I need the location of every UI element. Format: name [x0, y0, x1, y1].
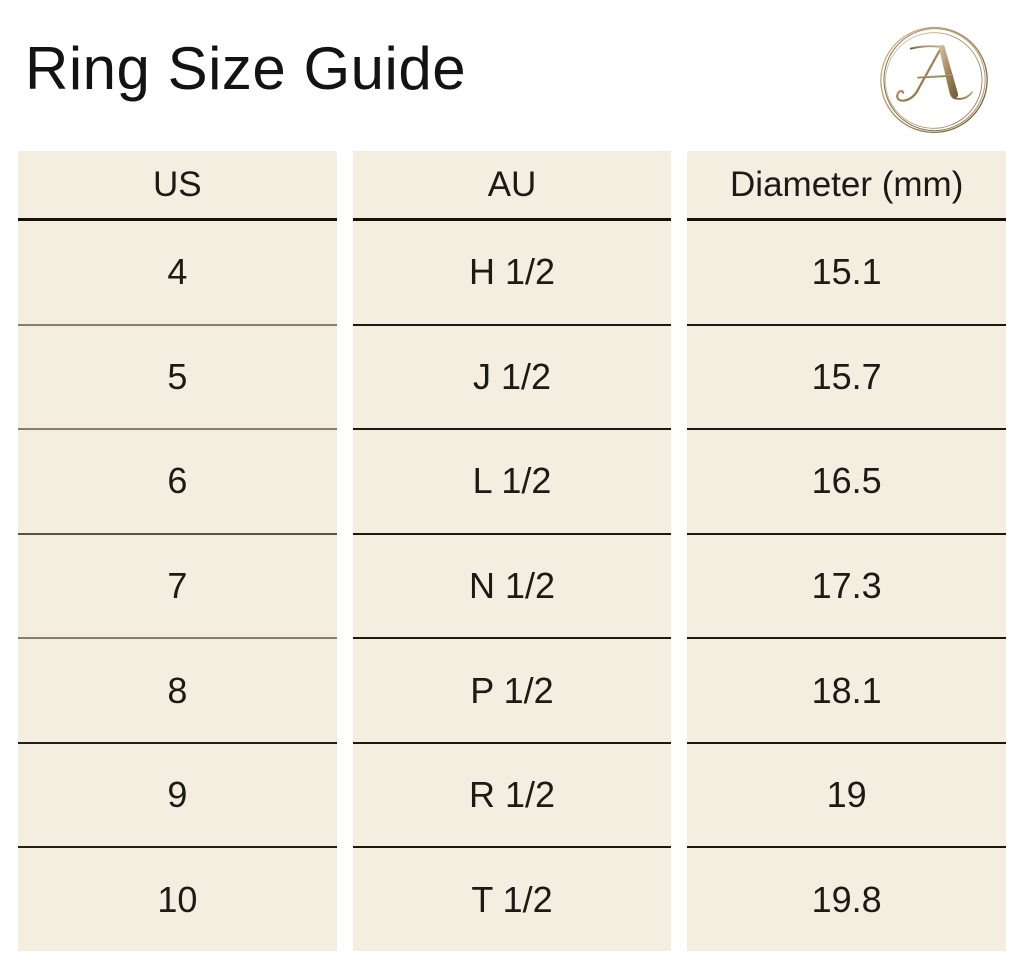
table-column-us: US 4 5 6 7 8 9 10	[18, 151, 337, 951]
table-cell: 4	[18, 221, 337, 326]
table-column-au: AU H 1/2 J 1/2 L 1/2 N 1/2 P 1/2 R 1/2 T 1/2	[352, 151, 672, 951]
table-cell: 8	[18, 639, 337, 744]
table-cell: T 1/2	[471, 878, 553, 920]
table-cell: 17.3	[687, 535, 1007, 640]
table-cell: 15.7	[687, 326, 1007, 431]
table-cell: 9	[18, 744, 337, 849]
column-body-us: 4 5 6 7 8 9 10	[18, 221, 337, 951]
column-body-diameter: 15.1 15.7 16.5 17.3 18.1 19 19.8	[687, 221, 1007, 951]
table-cell: N 1/2	[352, 535, 672, 640]
table-cell: 6	[18, 430, 337, 535]
table-cell: J 1/2	[352, 326, 672, 431]
table-column-diameter: Diameter (mm) 15.1 15.7 16.5 17.3 18.1 19 19.8	[687, 151, 1007, 951]
logo-monogram-a	[896, 45, 974, 102]
column-body-au: H 1/2 J 1/2 L 1/2 N 1/2 P 1/2 R 1/2 T 1/2	[352, 221, 672, 951]
table-cell: 18.1	[687, 639, 1007, 744]
table-cell: 10	[157, 878, 198, 920]
logo-rings	[880, 26, 988, 134]
column-header-diameter: Diameter (mm)	[687, 151, 1007, 221]
table-cell: 5	[18, 326, 337, 431]
table-cell: P 1/2	[352, 639, 672, 744]
column-header-au: AU	[352, 151, 672, 221]
table-cell: R 1/2	[352, 744, 672, 849]
ring-size-table: US 4 5 6 7 8 9 10 AU H 1/2 J 1/2 L 1/2 N 1/2 P 1/2…	[18, 151, 1007, 951]
column-header-us: US	[18, 151, 337, 221]
table-cell: H 1/2	[352, 221, 672, 326]
brand-monogram-icon	[880, 26, 988, 134]
table-cell: L 1/2	[352, 430, 672, 535]
table-cell: 19.8	[811, 878, 882, 920]
table-cell: 16.5	[687, 430, 1007, 535]
table-cell: 7	[18, 535, 337, 640]
table-cell: 15.1	[687, 221, 1007, 326]
table-cell: 19	[687, 744, 1007, 849]
brand-logo	[876, 22, 992, 138]
page-title: Ring Size Guide	[25, 35, 467, 102]
